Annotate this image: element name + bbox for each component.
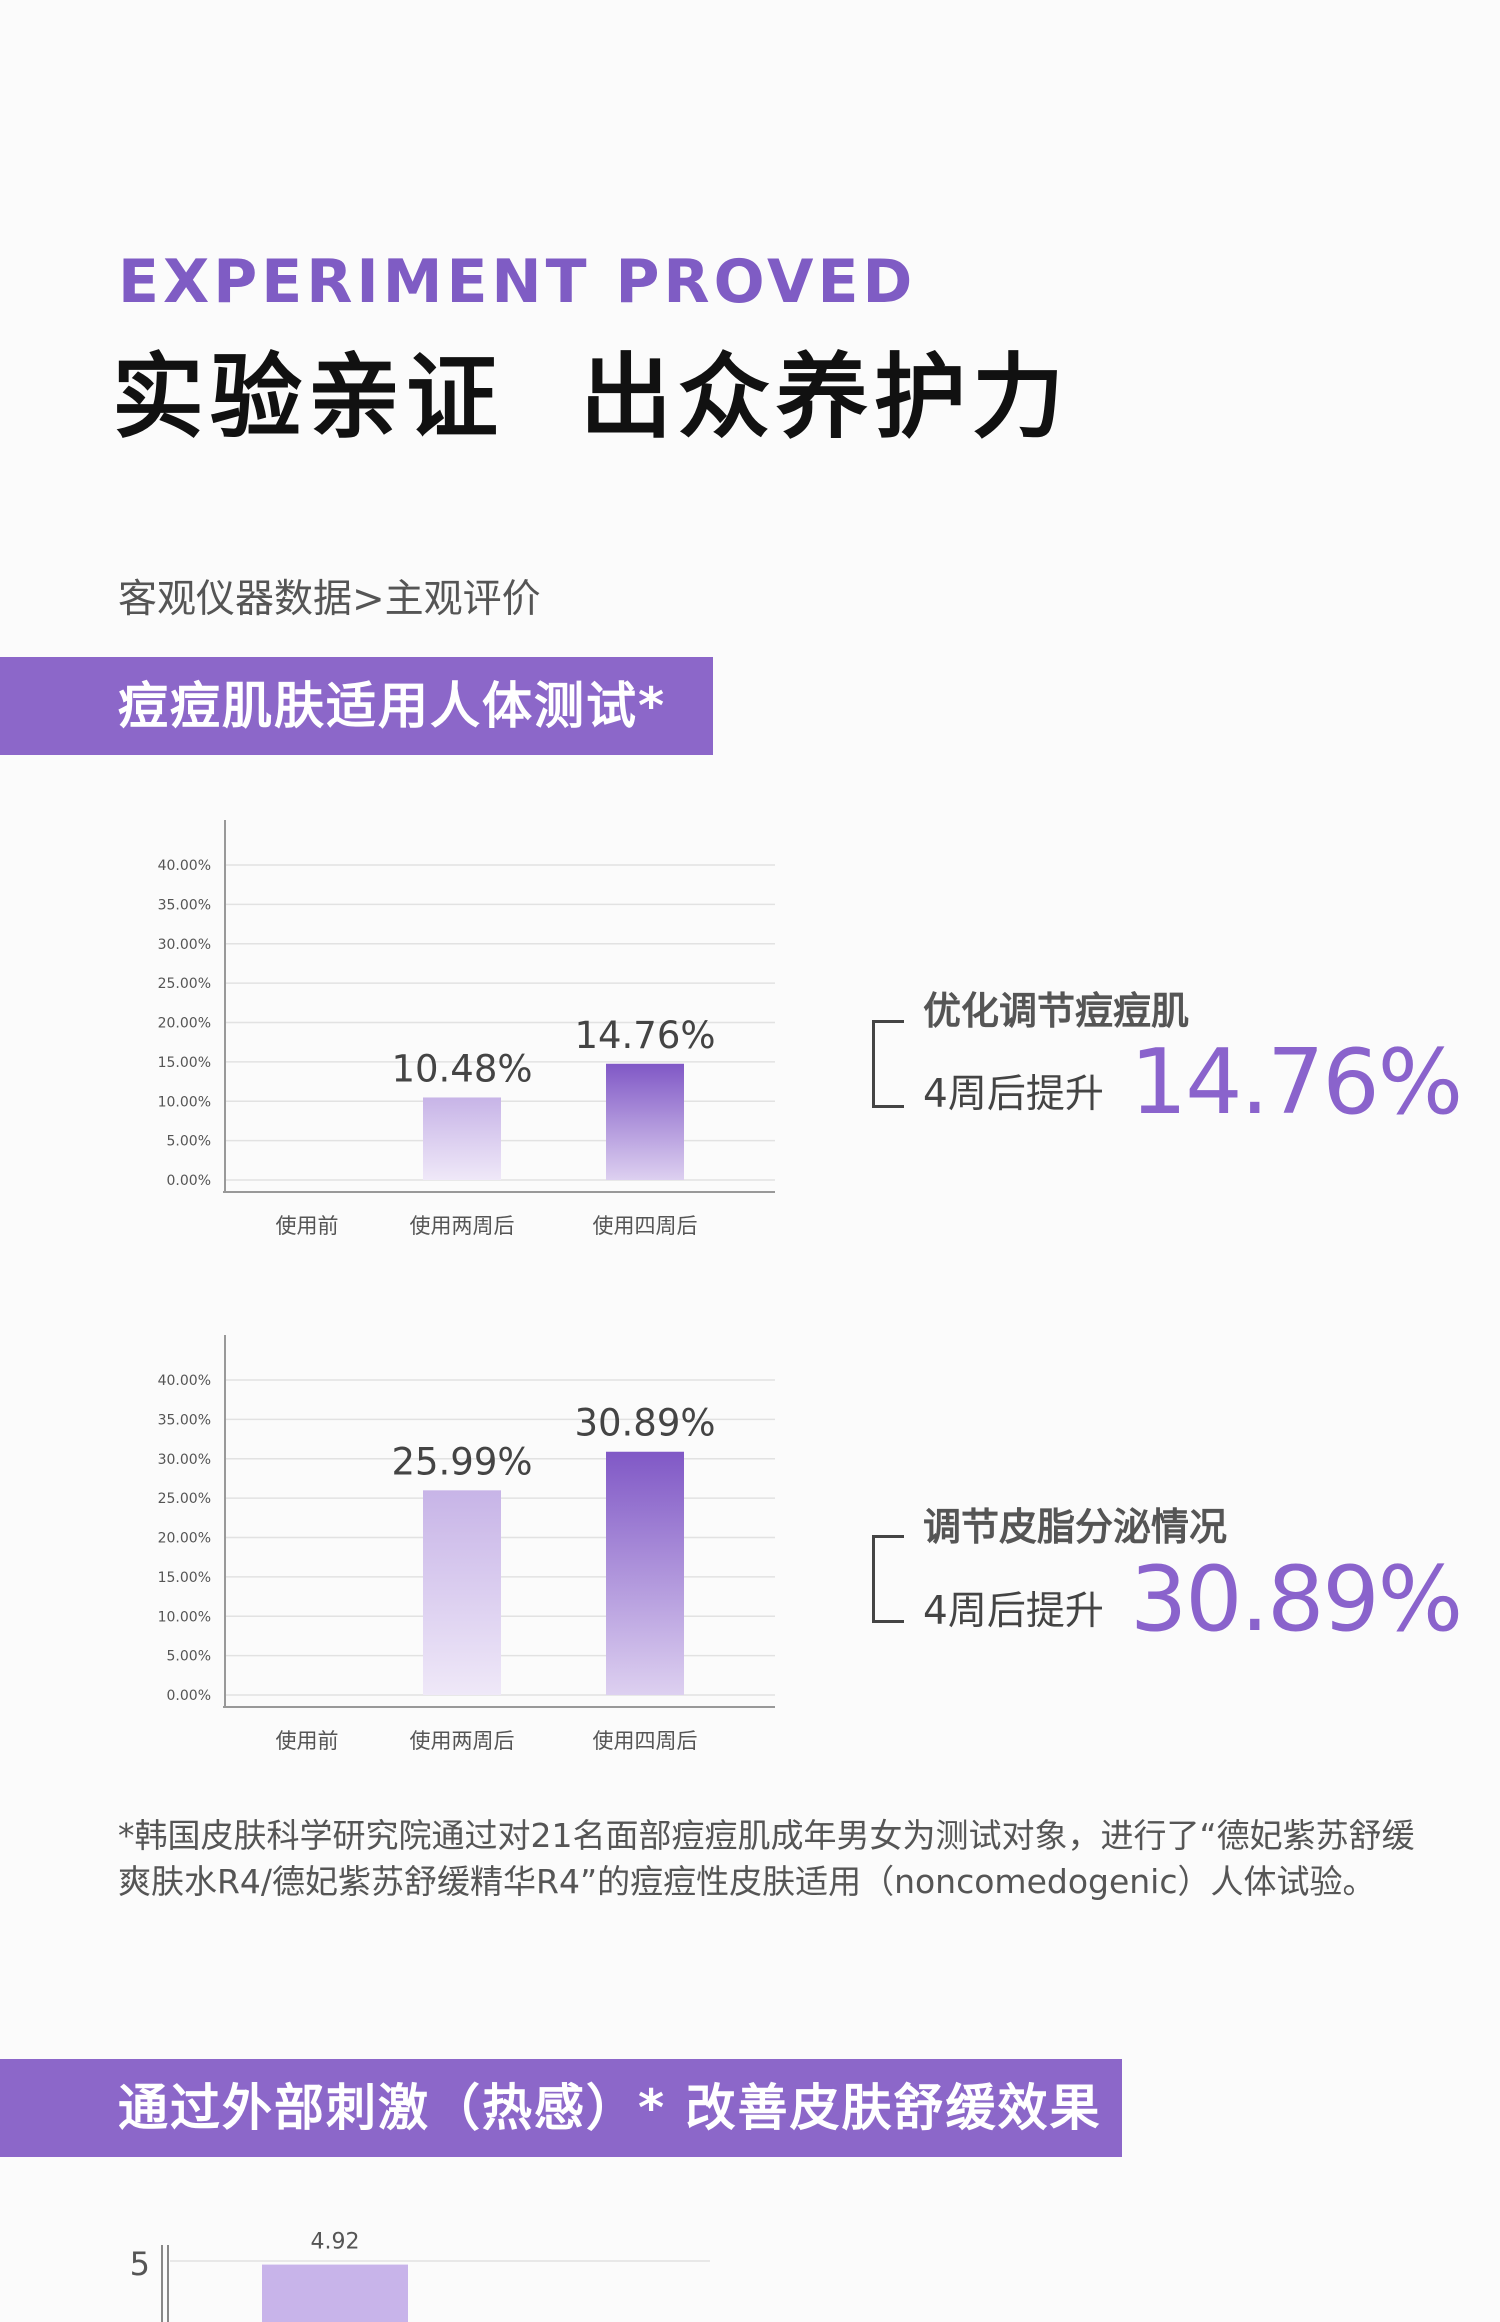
y-tick-label: 10.00%: [158, 1609, 211, 1625]
experiment-footnote: *韩国皮肤科学研究院通过对21名面部痘痘肌成年男女为测试对象，进行了“德妃紫苏舒…: [118, 1816, 1415, 1901]
acne-improvement-bar-chart: 0.00% 5.00% 10.00% 15.00% 20.00% 25.00% 30.00%…: [158, 820, 775, 1238]
page-headline: 实验亲证 出众养护力: [112, 344, 1071, 451]
x-category-label: 使用两周后: [410, 1729, 515, 1753]
bar: [262, 2264, 408, 2322]
x-category-label: 使用前: [276, 1729, 339, 1753]
stat-prefix-acne: 4周后提升: [923, 1072, 1104, 1117]
y-tick-label: 20.00%: [158, 1531, 211, 1547]
y-tick-label: 10.00%: [158, 1094, 211, 1110]
y-tick-label: 30.00%: [158, 937, 211, 953]
x-category-label: 使用前: [276, 1214, 339, 1238]
bar-value-label: 14.76%: [574, 1014, 715, 1057]
bar: [606, 1063, 684, 1180]
y-tick-label: 15.00%: [158, 1055, 211, 1071]
y-tick-label: 20.00%: [158, 1016, 211, 1032]
bar: [423, 1097, 501, 1180]
stat-prefix-sebum: 4周后提升: [923, 1589, 1104, 1634]
stat-title-acne: 优化调节痘痘肌: [923, 989, 1190, 1033]
soothing-effect-bar-chart: 54.92: [130, 2230, 710, 2322]
stat-bracket: [872, 1020, 904, 1108]
stat-value-sebum: 30.89%: [1130, 1547, 1463, 1652]
x-category-label: 使用四周后: [593, 1729, 698, 1753]
y-tick-label: 40.00%: [158, 858, 211, 874]
y-tick-label: 25.00%: [158, 1491, 211, 1507]
section-banner-soothing: 通过外部刺激（热感）* 改善皮肤舒缓效果: [0, 2059, 1122, 2157]
stat-value-acne: 14.76%: [1130, 1030, 1463, 1135]
y-tick-label: 35.00%: [158, 1412, 211, 1428]
bar: [606, 1451, 684, 1695]
bar-value-label: 4.92: [311, 2230, 360, 2255]
y-tick-label: 35.00%: [158, 897, 211, 913]
x-category-label: 使用四周后: [593, 1214, 698, 1238]
sebum-control-bar-chart: 0.00% 5.00% 10.00% 15.00% 20.00% 25.00% 30.00%…: [158, 1335, 775, 1753]
y-tick-label: 5.00%: [167, 1134, 211, 1150]
x-category-label: 使用两周后: [410, 1214, 515, 1238]
data-source-note: 客观仪器数据>主观评价: [118, 577, 541, 622]
section-banner-acne-test: 痘痘肌肤适用人体测试*: [0, 657, 713, 755]
y-tick-label: 30.00%: [158, 1452, 211, 1468]
bar-value-label: 30.89%: [574, 1402, 715, 1445]
y-tick-label: 0.00%: [167, 1688, 211, 1704]
stat-title-sebum: 调节皮脂分泌情况: [923, 1505, 1228, 1549]
y-tick-label: 5.00%: [167, 1649, 211, 1665]
bar: [423, 1490, 501, 1695]
y-tick-label: 0.00%: [167, 1173, 211, 1189]
bar-value-label: 10.48%: [391, 1047, 532, 1090]
y-tick-label: 5: [130, 2245, 150, 2283]
y-tick-label: 15.00%: [158, 1570, 211, 1586]
stat-bracket: [872, 1535, 904, 1623]
y-tick-label: 25.00%: [158, 976, 211, 992]
section-kicker: EXPERIMENT PROVED: [118, 247, 917, 317]
y-tick-label: 40.00%: [158, 1373, 211, 1389]
bar-value-label: 25.99%: [391, 1440, 532, 1483]
